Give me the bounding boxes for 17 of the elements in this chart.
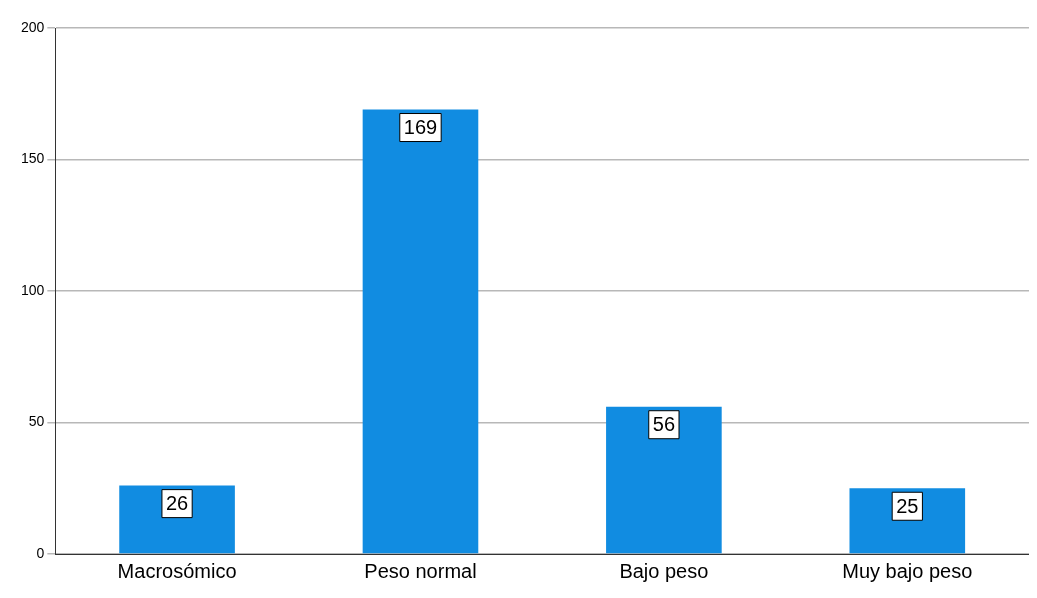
data-label: 169 xyxy=(403,116,438,139)
data-label: 25 xyxy=(896,494,919,517)
x-tick-label: Muy bajo peso xyxy=(842,559,973,582)
y-tick-label: 50 xyxy=(28,413,45,430)
x-tick-label: Bajo peso xyxy=(619,559,709,582)
x-tick-label: Peso normal xyxy=(364,559,477,582)
x-tick-label: Macrosómico xyxy=(117,559,237,582)
data-label: 26 xyxy=(165,492,189,515)
y-tick-label: 0 xyxy=(36,544,45,561)
y-tick-label: 100 xyxy=(21,281,45,298)
y-tick-label: 150 xyxy=(21,150,45,167)
bar xyxy=(119,485,235,554)
bar xyxy=(849,488,966,554)
bar xyxy=(362,109,479,554)
y-tick-label: 200 xyxy=(21,18,45,35)
data-label: 56 xyxy=(652,413,676,436)
bar xyxy=(606,406,722,554)
